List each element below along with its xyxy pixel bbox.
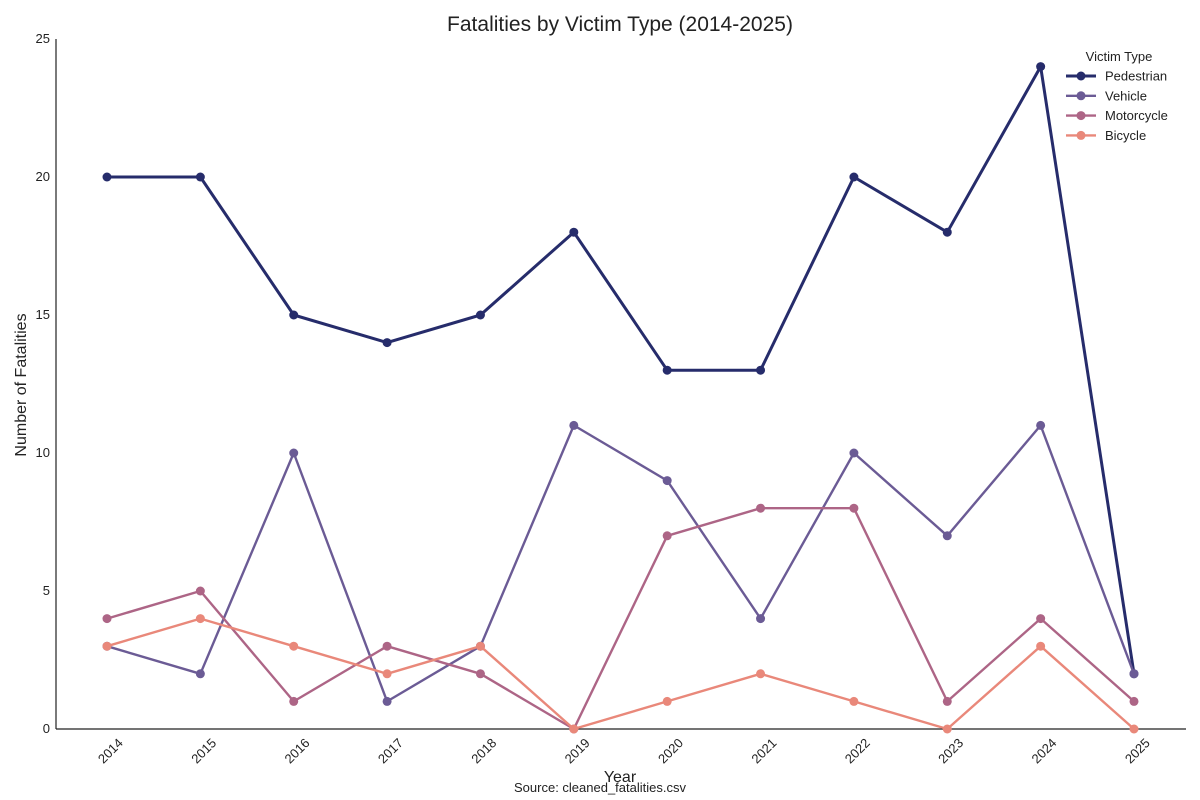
y-tick-label: 20 [36,169,50,184]
legend-swatch-marker [1076,91,1086,101]
data-point [102,172,112,182]
series-bicycle [102,614,1139,734]
legend-label: Motorcycle [1105,108,1168,123]
data-point [102,641,112,651]
data-point [849,448,859,458]
x-tick-label: 2015 [188,735,219,766]
data-point [195,614,205,624]
data-point [942,531,952,541]
series-layer [102,62,1139,734]
legend-swatch-marker [1076,130,1086,140]
y-axis-label: Number of Fatalities [13,313,30,456]
data-point [756,669,766,679]
data-point [1036,62,1046,72]
data-point [475,310,485,320]
data-point [1036,641,1046,651]
series-line [106,617,1135,731]
data-point [569,227,579,237]
data-point [849,696,859,706]
data-point [942,227,952,237]
data-point [942,724,952,734]
data-point [1129,724,1139,734]
y-tick-label: 25 [36,31,50,46]
data-point [569,420,579,430]
x-tick-label: 2020 [655,735,686,766]
series-line [106,507,1135,731]
data-point [756,365,766,375]
data-point [1129,669,1139,679]
data-point [942,696,952,706]
legend-label: Vehicle [1105,88,1147,103]
data-point [1036,614,1046,624]
legend-item-motorcycle: Motorcycle [1066,108,1168,123]
x-tick-label: 2016 [282,735,313,766]
data-point [849,172,859,182]
legend-title: Victim Type [1086,49,1153,64]
data-point [662,696,672,706]
data-point [662,531,672,541]
data-point [382,338,392,348]
data-point [289,448,299,458]
legend-item-pedestrian: Pedestrian [1066,69,1167,84]
data-point [475,641,485,651]
x-axis-label: Year [604,769,637,786]
data-point [195,669,205,679]
data-point [195,172,205,182]
y-tick-label: 10 [36,445,50,460]
data-point [569,724,579,734]
data-point [382,696,392,706]
x-tick-label: 2017 [375,735,406,766]
x-tick-label: 2022 [842,735,873,766]
legend-item-bicycle: Bicycle [1066,128,1146,143]
legend-swatch-marker [1076,71,1086,81]
data-point [1129,696,1139,706]
legend-label: Bicycle [1105,128,1146,143]
data-point [849,503,859,513]
chart-title: Fatalities by Victim Type (2014-2025) [447,13,793,36]
data-point [1036,420,1046,430]
series-pedestrian [102,62,1139,679]
y-tick-label: 15 [36,307,50,322]
x-tick-label: 2014 [95,735,126,766]
data-point [756,503,766,513]
data-point [289,696,299,706]
data-point [662,476,672,486]
data-point [475,669,485,679]
x-tick-label: 2021 [748,735,779,766]
data-point [102,614,112,624]
legend: Victim Type Pedestrian Vehicle Motorcycle Bi… [1066,49,1168,143]
data-point [195,586,205,596]
x-tick-label: 2019 [562,735,593,766]
legend-swatch-marker [1076,111,1086,121]
series-vehicle [102,420,1139,706]
legend-item-vehicle: Vehicle [1066,88,1147,103]
legend-label: Pedestrian [1105,69,1167,84]
source-note: Source: cleaned_fatalities.csv [514,780,686,795]
data-point [756,614,766,624]
x-tick-label: 2018 [468,735,499,766]
data-point [382,669,392,679]
data-point [662,365,672,375]
series-line [106,424,1136,703]
x-tick-label: 2023 [935,735,966,766]
y-tick-label: 0 [43,721,50,736]
data-point [289,310,299,320]
y-tick-label: 5 [43,583,50,598]
data-point [289,641,299,651]
series-line [107,65,1136,675]
data-point [382,641,392,651]
x-tick-label: 2024 [1028,735,1059,766]
x-tick-label: 2025 [1122,735,1153,766]
